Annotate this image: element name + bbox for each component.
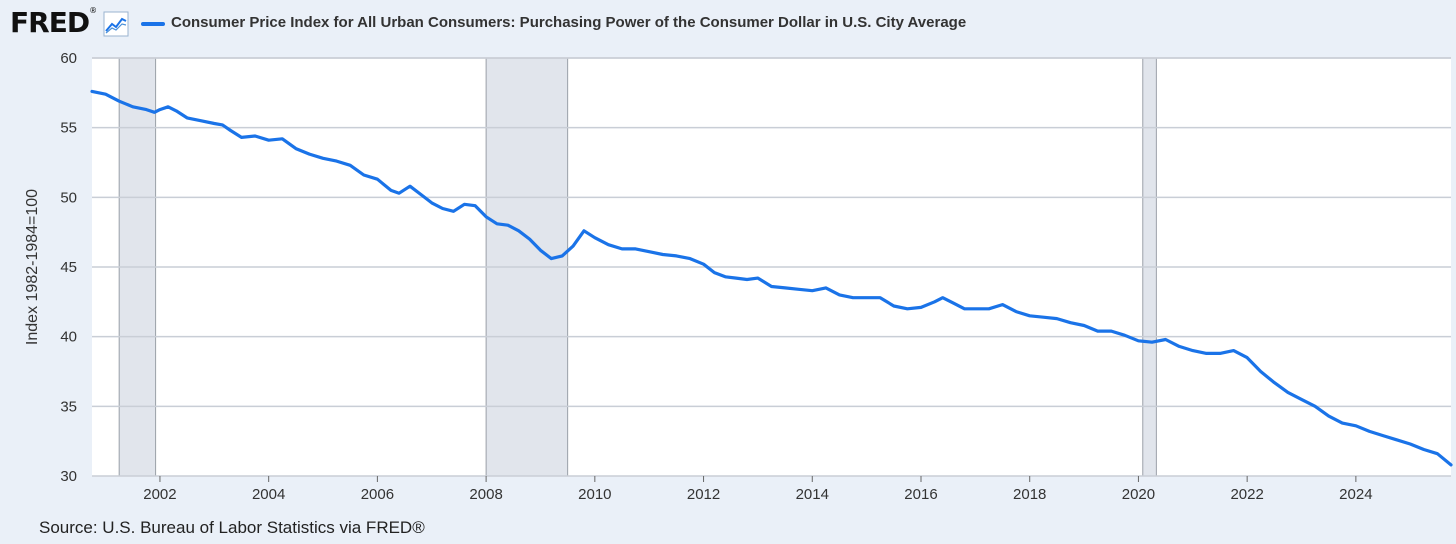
x-tick-label: 2022 <box>1230 486 1263 503</box>
gridlines <box>92 57 1451 477</box>
x-tick-label: 2020 <box>1122 486 1155 503</box>
fred-logo[interactable]: FRED® <box>10 6 97 39</box>
y-axis-ticks: 30 35 40 45 50 55 60 <box>60 50 77 485</box>
fred-logo-text: FRED <box>10 6 90 39</box>
y-tick-label: 40 <box>60 329 77 346</box>
chart-header: FRED® Consumer Price Index for All Urban… <box>0 0 1456 50</box>
x-tick-label: 2006 <box>361 486 394 503</box>
y-axis-title: Index 1982-1984=100 <box>24 189 41 345</box>
x-tick-label: 2010 <box>578 486 611 503</box>
y-tick-label: 60 <box>60 50 77 67</box>
x-tick-label: 2016 <box>904 486 937 503</box>
x-tick-label: 2012 <box>687 486 720 503</box>
series-title: Consumer Price Index for All Urban Consu… <box>171 14 967 31</box>
y-tick-label: 45 <box>60 259 77 276</box>
x-tick-label: 2018 <box>1013 486 1046 503</box>
source-credit: Source: U.S. Bureau of Labor Statistics … <box>39 518 425 537</box>
series-line <box>90 89 1453 467</box>
legend-line-swatch <box>141 22 165 26</box>
x-tick-label: 2008 <box>469 486 502 503</box>
x-tick-label: 2014 <box>796 486 829 503</box>
fred-logo-mark: ® <box>89 6 97 15</box>
y-tick-label: 35 <box>60 398 77 415</box>
x-tick-label: 2024 <box>1339 486 1372 503</box>
y-tick-label: 55 <box>60 120 77 137</box>
line-chart-icon[interactable] <box>103 11 129 37</box>
y-tick-label: 30 <box>60 468 77 485</box>
x-tick-label: 2002 <box>143 486 176 503</box>
y-tick-label: 50 <box>60 189 77 206</box>
x-axis-ticks: 2002 2004 2006 2008 2010 2012 2014 2016 2018 2020… <box>143 476 1373 503</box>
x-tick-label: 2004 <box>252 486 285 503</box>
